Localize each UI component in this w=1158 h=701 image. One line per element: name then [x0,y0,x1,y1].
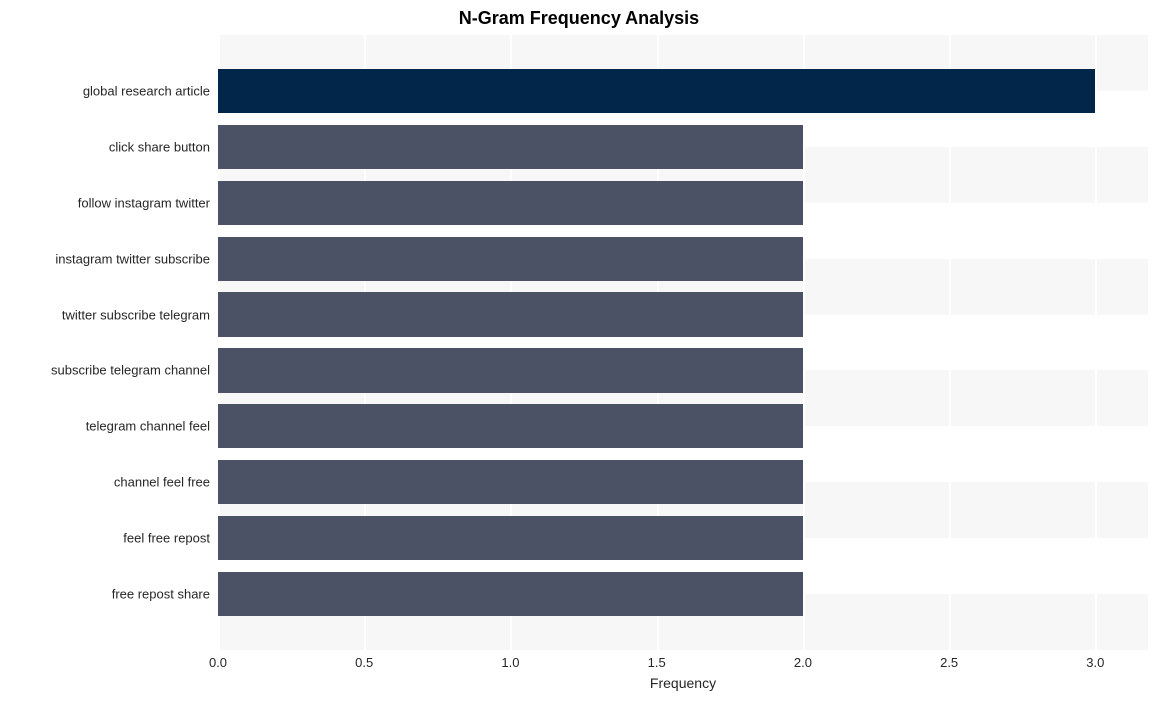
ngram-chart: N-Gram Frequency Analysis global researc… [0,0,1158,701]
x-tick-label: 1.0 [501,655,519,670]
bar [218,572,803,616]
y-tick-label: telegram channel feel [10,419,210,434]
plot-area [218,35,1148,650]
chart-title: N-Gram Frequency Analysis [0,8,1158,29]
x-tick-label: 2.5 [940,655,958,670]
gridline [949,35,951,650]
x-tick-label: 0.5 [355,655,373,670]
y-tick-label: free repost share [10,587,210,602]
bar [218,404,803,448]
bar [218,516,803,560]
y-tick-label: twitter subscribe telegram [10,307,210,322]
y-tick-label: subscribe telegram channel [10,363,210,378]
x-tick-label: 3.0 [1086,655,1104,670]
bar [218,460,803,504]
bar [218,292,803,336]
x-tick-label: 2.0 [794,655,812,670]
y-tick-label: global research article [10,83,210,98]
y-tick-label: click share button [10,139,210,154]
y-tick-label: feel free repost [10,531,210,546]
bar [218,348,803,392]
gridline [1095,35,1097,650]
x-tick-label: 0.0 [209,655,227,670]
bar [218,125,803,169]
y-tick-label: follow instagram twitter [10,195,210,210]
gridline [803,35,805,650]
x-tick-label: 1.5 [648,655,666,670]
bar [218,181,803,225]
y-tick-label: channel feel free [10,475,210,490]
bar [218,237,803,281]
y-tick-label: instagram twitter subscribe [10,251,210,266]
bar [218,69,1095,113]
x-axis-label: Frequency [218,675,1148,691]
